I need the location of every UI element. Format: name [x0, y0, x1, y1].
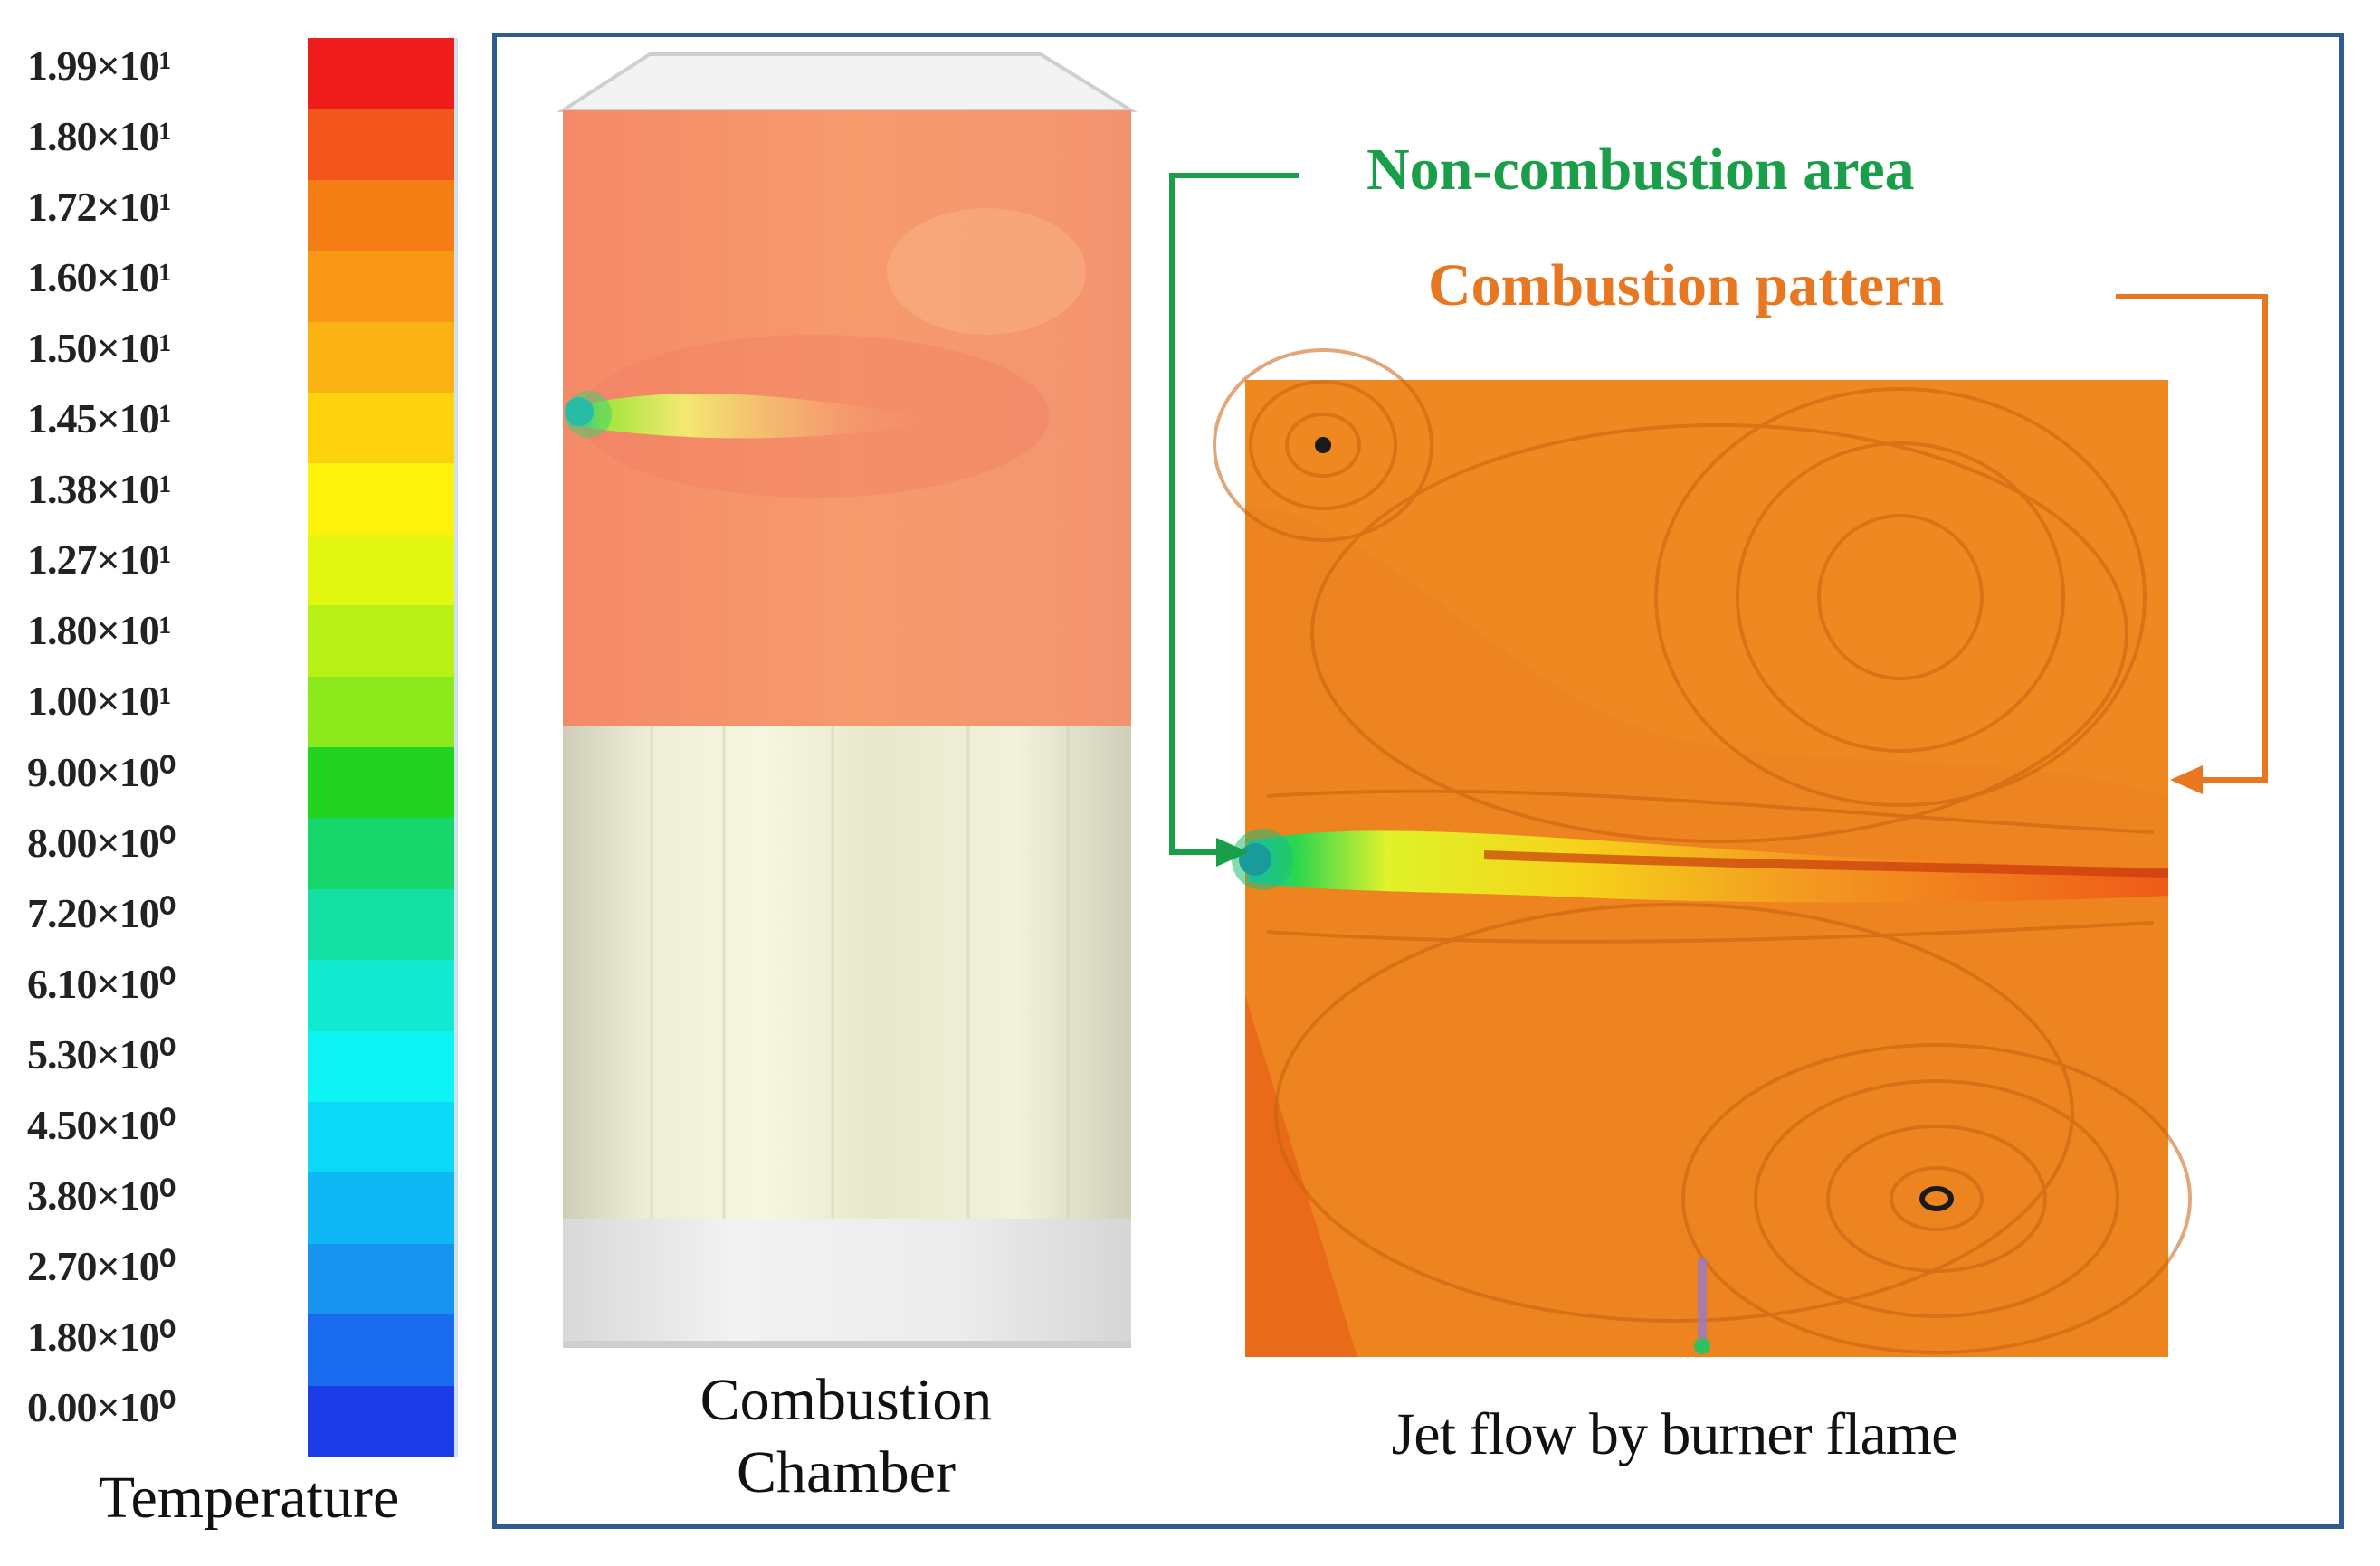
legend-tick-label: 0.00×10⁰: [27, 1384, 176, 1430]
colorbar-segment: [308, 321, 454, 394]
colorbar-segment: [308, 38, 454, 110]
legend-tick-label: 1.72×10¹: [27, 184, 172, 230]
legend-tick-label: 1.80×10¹: [27, 113, 172, 159]
colorbar-segment: [308, 251, 454, 323]
colorbar-segment: [308, 888, 454, 962]
jet-flow-caption: Jet flow by burner flame: [1391, 1401, 1958, 1467]
colorbar-segment: [308, 1385, 454, 1457]
non-combustion-arrow: [1169, 173, 1299, 867]
legend-tick-label: 1.45×10¹: [27, 395, 172, 441]
chamber-caption-line1: Combustion: [700, 1367, 993, 1433]
colorbar-segment: [308, 1172, 454, 1245]
colorbar-segment: [308, 1030, 454, 1103]
legend-tick-label: 1.60×10¹: [27, 254, 172, 300]
legend-tick-label: 8.00×10⁰: [27, 820, 176, 866]
combustion-pattern-label: Combustion pattern: [1428, 252, 1945, 318]
colorbar-segment: [308, 747, 454, 820]
combustion-pattern-arrow: [2116, 294, 2268, 794]
legend-tick-label: 1.80×10¹: [27, 607, 172, 653]
figure-frame: [492, 33, 2344, 1529]
colorbar-segment: [308, 463, 454, 536]
colorbar-segment: [308, 960, 454, 1032]
legend-tick-label: 1.38×10¹: [27, 466, 172, 512]
colorbar-segment: [308, 393, 454, 465]
legend-title: Temperature: [98, 1465, 400, 1531]
legend-tick-label: 2.70×10⁰: [27, 1243, 176, 1289]
legend-tick-label: 1.27×10¹: [27, 536, 172, 583]
colorbar-segment: [308, 1314, 454, 1387]
legend-tick-label: 5.30×10⁰: [27, 1031, 176, 1077]
colorbar-segment: [308, 818, 454, 890]
colorbar-segment: [308, 534, 454, 607]
colorbar-segment: [308, 109, 454, 181]
temperature-colorbar: [308, 38, 458, 1457]
legend-tick-label: 4.50×10⁰: [27, 1102, 176, 1148]
colorbar-segment: [308, 605, 454, 678]
legend-tick-label: 6.10×10⁰: [27, 961, 176, 1007]
legend-tick-label: 7.20×10⁰: [27, 890, 176, 936]
legend-tick-label: 9.00×10⁰: [27, 749, 176, 795]
legend-tick-label: 1.99×10¹: [27, 43, 172, 89]
legend-tick-label: 3.80×10⁰: [27, 1172, 176, 1219]
legend-tick-labels: 1.99×10¹ 1.80×10¹ 1.72×10¹ 1.60×10¹ 1.50×10¹…: [27, 34, 299, 1446]
legend-tick-label: 1.00×10¹: [27, 678, 172, 724]
colorbar-segment: [308, 1243, 454, 1316]
colorbar-segment: [308, 1102, 454, 1174]
colorbar-segment: [308, 676, 454, 748]
combustion-chamber-graphic: [557, 52, 1138, 1348]
chamber-caption-line2: Chamber: [737, 1439, 956, 1505]
colorbar-segment: [308, 179, 454, 252]
non-combustion-label: Non-combustion area: [1366, 137, 1915, 203]
jet-flow-graphic: [1213, 348, 2192, 1357]
legend-tick-label: 1.50×10¹: [27, 325, 172, 371]
legend-tick-label: 1.80×10⁰: [27, 1314, 176, 1360]
